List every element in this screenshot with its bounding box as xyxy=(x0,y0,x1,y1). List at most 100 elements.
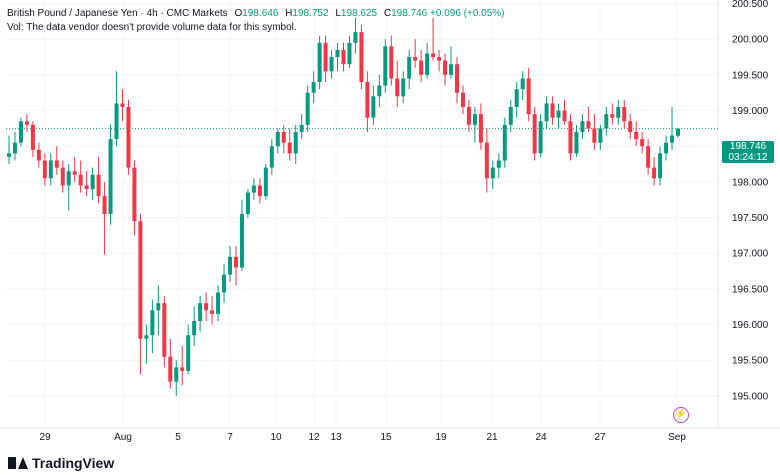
candle xyxy=(317,35,322,90)
logo-text: TradingView xyxy=(32,455,115,471)
candle xyxy=(610,103,615,125)
candle xyxy=(323,35,328,83)
y-tick-label: 195.500 xyxy=(732,356,769,367)
candle-body xyxy=(287,142,292,154)
candle-body xyxy=(263,167,268,197)
candle xyxy=(150,299,155,354)
candle xyxy=(60,160,65,193)
y-tick-label: 200.500 xyxy=(732,0,769,10)
candle-body xyxy=(60,167,65,186)
candle-body xyxy=(502,124,507,161)
candle-body xyxy=(299,124,304,132)
high-value: 198.752 xyxy=(292,8,329,19)
candle-body xyxy=(640,139,645,147)
candle-body xyxy=(257,185,262,197)
candle xyxy=(329,49,334,79)
candle xyxy=(72,156,77,182)
x-tick-label: 13 xyxy=(330,432,342,443)
candle xyxy=(126,99,131,175)
candle-body xyxy=(449,64,454,75)
tradingview-logo-icon xyxy=(8,457,28,469)
candle-body xyxy=(472,114,477,125)
candle-body xyxy=(36,149,41,161)
candle-body xyxy=(664,142,669,154)
candle-body xyxy=(359,32,364,83)
candle xyxy=(192,306,197,346)
candle-body xyxy=(658,153,663,179)
candle-body xyxy=(174,367,179,382)
tradingview-logo[interactable]: TradingView xyxy=(8,455,114,471)
candle xyxy=(168,338,173,389)
x-tick-label: 19 xyxy=(435,432,447,443)
candle-body xyxy=(353,32,358,43)
candle xyxy=(431,17,436,61)
candle-body xyxy=(377,85,382,97)
candle xyxy=(216,285,221,321)
candle xyxy=(401,71,406,104)
candle xyxy=(269,139,274,175)
symbol-title[interactable]: British Pound / Japanese Yen · 4h · CMC … xyxy=(7,8,228,19)
candle-body xyxy=(78,174,83,186)
candle-body xyxy=(329,57,334,72)
candle xyxy=(281,124,286,154)
candle-body xyxy=(311,82,316,93)
candle-body xyxy=(634,131,639,140)
candle xyxy=(359,24,364,90)
candle xyxy=(144,324,149,364)
candle xyxy=(419,49,424,83)
lightning-icon[interactable]: ⚡ xyxy=(673,407,689,423)
x-tick-label: 10 xyxy=(270,432,282,443)
candle xyxy=(520,71,525,100)
candle xyxy=(293,124,298,165)
candle xyxy=(383,39,388,93)
candle-body xyxy=(233,256,238,268)
candle xyxy=(532,107,537,161)
candle xyxy=(628,114,633,140)
candle xyxy=(646,139,651,175)
candle-body xyxy=(251,185,256,193)
candle xyxy=(413,39,418,68)
candle-body xyxy=(341,49,346,65)
candle-body xyxy=(437,57,442,61)
candle-body xyxy=(186,335,191,371)
candle-body xyxy=(616,107,621,118)
candle-body xyxy=(239,214,244,268)
candle xyxy=(180,345,185,386)
last-price-tag[interactable]: 198.746 03:24:12 xyxy=(722,141,774,163)
y-tick-label: 197.000 xyxy=(732,249,769,260)
candle-body xyxy=(598,128,603,143)
candle-body xyxy=(556,110,561,118)
countdown-value: 03:24:12 xyxy=(728,152,768,163)
candle-body xyxy=(102,196,107,214)
candle xyxy=(228,246,233,282)
candle-body xyxy=(365,82,370,118)
y-tick-label: 199.000 xyxy=(732,106,769,117)
x-tick-label: 12 xyxy=(308,432,320,443)
candle-body xyxy=(84,185,89,190)
candle xyxy=(156,285,161,336)
candle xyxy=(198,296,203,332)
candle xyxy=(514,82,519,118)
candle-body xyxy=(544,103,549,122)
candle-body xyxy=(114,103,119,140)
candle-body xyxy=(156,303,161,311)
candle-body xyxy=(538,121,543,154)
low-label: L xyxy=(335,8,341,19)
candle-body xyxy=(204,303,209,311)
candle xyxy=(395,60,400,107)
candle xyxy=(287,128,292,161)
candle-body xyxy=(293,131,298,154)
candle-body xyxy=(676,128,680,136)
candle xyxy=(622,99,627,129)
candle-body xyxy=(395,78,400,97)
candle xyxy=(353,17,358,54)
candle-body xyxy=(526,78,531,115)
x-tick-label: 5 xyxy=(175,432,181,443)
candle-body xyxy=(281,131,286,143)
candle-body xyxy=(443,60,448,75)
candle xyxy=(239,199,244,272)
candle xyxy=(454,57,459,104)
candle-body xyxy=(431,53,436,58)
